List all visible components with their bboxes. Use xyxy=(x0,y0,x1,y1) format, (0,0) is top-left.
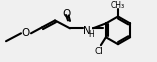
Text: N: N xyxy=(83,26,91,36)
Text: O: O xyxy=(22,28,30,38)
Text: Cl: Cl xyxy=(95,47,103,56)
Text: H: H xyxy=(88,30,94,39)
Text: O: O xyxy=(63,8,71,19)
Text: CH₃: CH₃ xyxy=(111,1,125,10)
